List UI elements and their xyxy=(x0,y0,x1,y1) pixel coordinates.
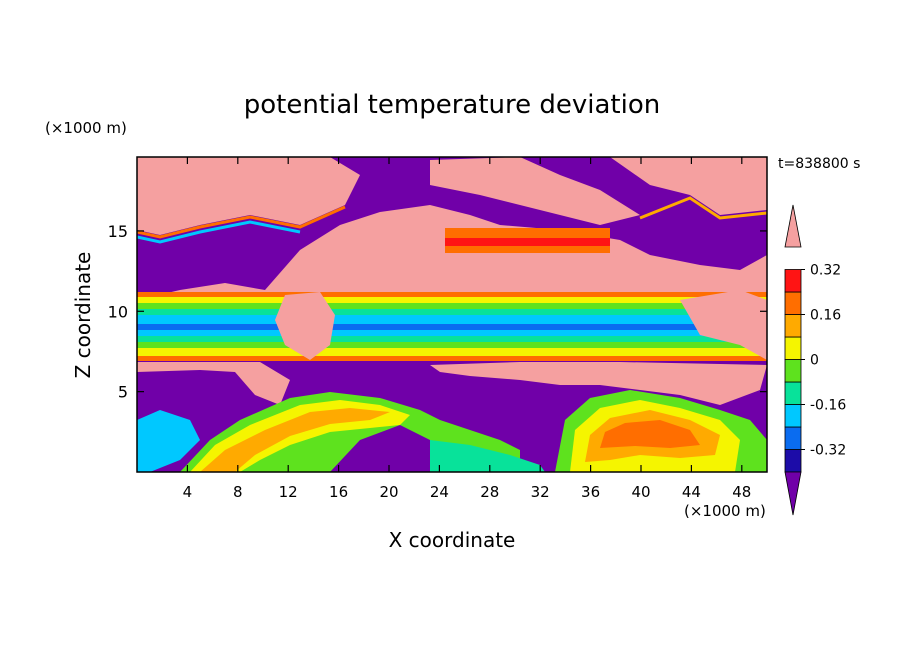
band-cyan xyxy=(137,330,767,336)
colorbar-label: 0.16 xyxy=(810,308,841,324)
upper-warm-region xyxy=(137,157,360,235)
warm-stripe xyxy=(445,246,610,253)
plot-frame xyxy=(136,156,768,473)
band-green xyxy=(137,342,767,348)
band-yellow xyxy=(137,348,767,356)
x-tick-label: 16 xyxy=(329,483,348,501)
colorbar-segment xyxy=(784,314,802,338)
band-yellow xyxy=(137,297,767,303)
central-warm-body xyxy=(275,292,335,360)
colorbar: 0.32 0.16 0 -0.16 -0.32 xyxy=(784,204,846,516)
lower-cool-edge xyxy=(137,410,200,472)
colorbar-label: 0.32 xyxy=(810,263,841,279)
band-blue xyxy=(137,324,767,330)
y-tick-label: 5 xyxy=(118,383,128,402)
x-tick-label: 36 xyxy=(581,483,600,501)
colorbar-label: -0.16 xyxy=(810,398,846,414)
y-tick-label: 15 xyxy=(108,222,128,241)
x-tick-label: 32 xyxy=(531,483,550,501)
colorbar-segment xyxy=(784,291,802,315)
x-tick-label: 24 xyxy=(430,483,449,501)
contour-band xyxy=(137,205,346,239)
chart-title: potential temperature deviation xyxy=(244,90,660,120)
colorbar-over-arrow xyxy=(784,204,802,248)
colorbar-segment xyxy=(784,449,802,473)
warm-stripe xyxy=(445,228,610,238)
x-axis: 4 8 12 16 20 24 28 32 36 40 44 48 xyxy=(183,157,751,501)
lower-warm-strip xyxy=(137,362,290,405)
x-unit-label: (×1000 m) xyxy=(684,502,766,520)
lower-warm-strip xyxy=(430,362,767,405)
time-label: t=838800 s xyxy=(778,156,860,172)
lower-warm-plume xyxy=(330,425,440,472)
band-cyan xyxy=(137,315,767,324)
colorbar-label: 0 xyxy=(810,353,819,369)
x-tick-label: 12 xyxy=(279,483,298,501)
colorbar-segment xyxy=(784,426,802,450)
colorbar-segment xyxy=(784,359,802,383)
central-warm-body xyxy=(680,290,767,360)
y-axis-label: Z coordinate xyxy=(71,252,95,379)
lower-cool-edge xyxy=(430,440,545,472)
colorbar-segment xyxy=(784,269,802,293)
lower-warm-plume xyxy=(200,408,390,472)
contour-band xyxy=(639,196,767,220)
x-tick-label: 40 xyxy=(631,483,650,501)
band-orange xyxy=(137,356,767,361)
x-tick-label: 48 xyxy=(732,483,751,501)
upper-warm-region xyxy=(430,157,640,225)
x-axis-label: X coordinate xyxy=(389,528,516,552)
x-tick-label: 20 xyxy=(379,483,398,501)
x-tick-label: 44 xyxy=(682,483,701,501)
upper-warm-region xyxy=(610,157,767,215)
contour-field xyxy=(137,157,767,472)
x-tick-label: 28 xyxy=(480,483,499,501)
colorbar-label: -0.32 xyxy=(810,443,846,459)
band-green xyxy=(137,303,767,309)
colorbar-segment xyxy=(784,404,802,428)
x-tick-label: 4 xyxy=(183,483,193,501)
band-teal xyxy=(137,336,767,342)
colorbar-under-arrow xyxy=(784,471,802,516)
warm-stripe xyxy=(445,238,610,246)
y-tick-label: 10 xyxy=(108,302,128,321)
lower-warm-plume xyxy=(600,420,700,448)
colorbar-segment xyxy=(784,336,802,360)
contour-band xyxy=(137,220,301,244)
band-teal xyxy=(137,309,767,315)
colorbar-segment xyxy=(784,381,802,405)
y-unit-label: (×1000 m) xyxy=(45,119,127,137)
y-axis: 5 10 15 xyxy=(108,222,767,402)
x-tick-label: 8 xyxy=(233,483,243,501)
band-orange xyxy=(137,292,767,297)
